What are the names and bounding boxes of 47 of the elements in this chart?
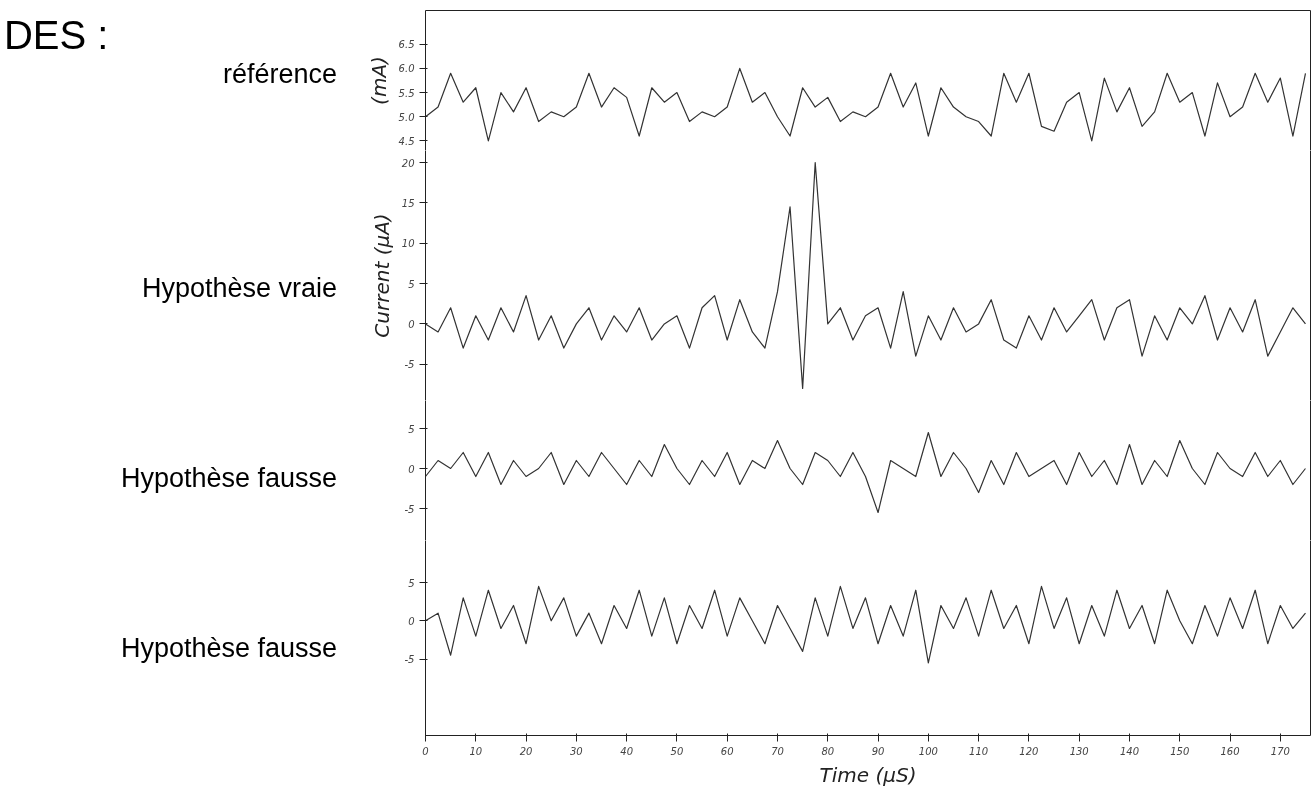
x-axis-title: Time (μS) bbox=[819, 762, 917, 787]
x-tick-label: 120 bbox=[1019, 745, 1039, 757]
y-tick-label: 0 bbox=[408, 463, 415, 475]
x-tick-label: 10 bbox=[469, 745, 483, 757]
x-tick-label: 110 bbox=[969, 745, 989, 757]
x-tick-label: 80 bbox=[821, 745, 835, 757]
line-series bbox=[425, 162, 1307, 389]
x-tick-label: 130 bbox=[1069, 745, 1089, 757]
y-tick-label: 5 bbox=[408, 423, 415, 435]
y-tick-label: -5 bbox=[404, 503, 415, 515]
text: DES : bbox=[3, 13, 109, 58]
x-tick-label: 160 bbox=[1220, 745, 1240, 757]
line-series bbox=[425, 431, 1307, 514]
y-axis-title: Current (μA) bbox=[369, 213, 394, 338]
line-series bbox=[425, 67, 1307, 142]
x-tick-label: 20 bbox=[519, 745, 533, 757]
y-tick-label: 10 bbox=[401, 238, 415, 250]
y-tick-label: 0 bbox=[408, 318, 415, 330]
y-tick-label: 20 bbox=[401, 157, 415, 169]
x-tick-label: 40 bbox=[620, 745, 634, 757]
text: Hypothèse vraie bbox=[141, 273, 338, 303]
text: Hypothèse fausse bbox=[120, 462, 338, 493]
y-axis-title: (mA) bbox=[366, 56, 391, 105]
y-tick-label: 15 bbox=[401, 197, 415, 209]
x-tick-label: 60 bbox=[720, 745, 734, 757]
y-tick-label: 5.0 bbox=[398, 111, 415, 123]
x-tick-label: 0 bbox=[422, 745, 429, 757]
line-series bbox=[425, 585, 1307, 664]
y-tick-label: 6.5 bbox=[398, 39, 415, 51]
x-tick-label: 70 bbox=[771, 745, 784, 757]
x-tick-label: 140 bbox=[1119, 745, 1140, 757]
x-tick-label: 150 bbox=[1170, 745, 1190, 757]
y-tick-label: -5 bbox=[404, 359, 415, 371]
y-tick-label: 6.0 bbox=[398, 63, 415, 75]
x-tick-label: 170 bbox=[1270, 745, 1290, 757]
x-tick-label: 30 bbox=[569, 745, 583, 757]
text: Hypothèse fausse bbox=[120, 632, 338, 663]
y-tick-label: 5 bbox=[408, 278, 415, 290]
y-tick-label: 0 bbox=[408, 615, 415, 627]
y-tick-label: 5.5 bbox=[398, 87, 415, 99]
x-tick-label: 90 bbox=[871, 745, 885, 757]
y-tick-label: 5 bbox=[408, 577, 415, 589]
y-tick-label: 4.5 bbox=[398, 135, 415, 147]
x-tick-label: 100 bbox=[918, 745, 938, 757]
text: référence bbox=[223, 58, 338, 89]
x-tick-label: 50 bbox=[670, 745, 684, 757]
y-tick-label: -5 bbox=[404, 654, 415, 666]
